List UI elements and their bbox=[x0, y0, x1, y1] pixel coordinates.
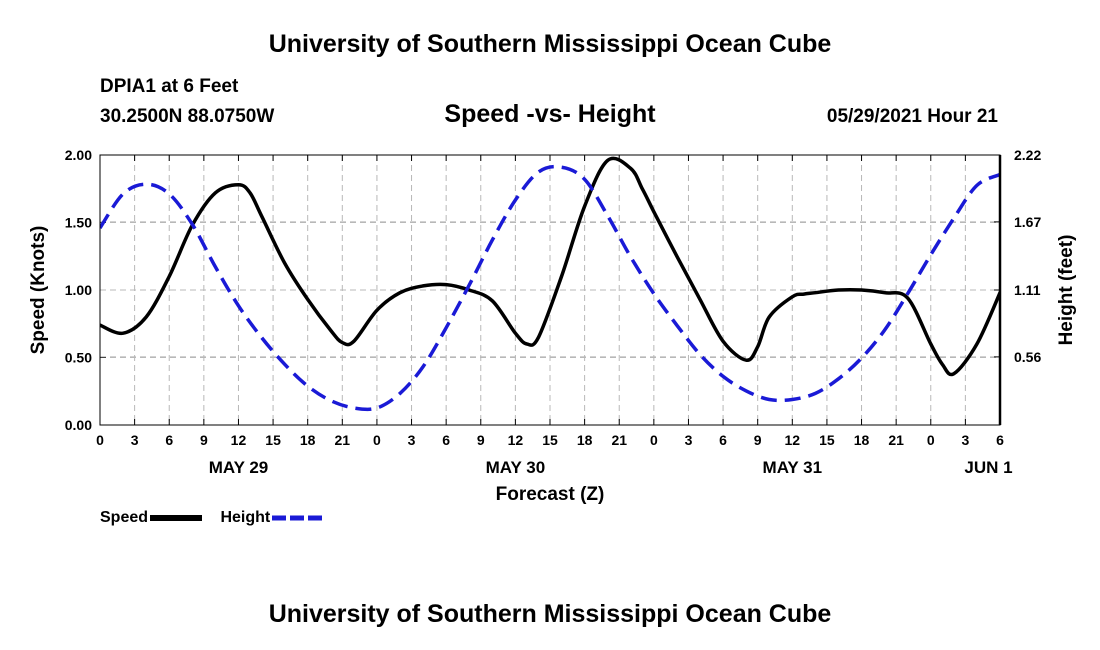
x-tick-label: 12 bbox=[785, 432, 801, 448]
y-axis-title: Speed (Knots) bbox=[28, 226, 49, 355]
x-tick-label: 0 bbox=[650, 432, 658, 448]
x-tick-label: 18 bbox=[300, 432, 316, 448]
date-label: MAY 30 bbox=[486, 458, 546, 477]
y2-tick-label: 2.22 bbox=[1014, 147, 1041, 163]
y-tick-label: 0.50 bbox=[65, 350, 92, 366]
x-tick-label: 9 bbox=[754, 432, 762, 448]
x-tick-label: 3 bbox=[131, 432, 139, 448]
x-tick-label: 0 bbox=[96, 432, 104, 448]
x-tick-label: 21 bbox=[611, 432, 627, 448]
y-tick-label: 1.50 bbox=[65, 215, 92, 231]
x-tick-label: 3 bbox=[685, 432, 693, 448]
x-tick-label: 21 bbox=[888, 432, 904, 448]
chart-title: Speed -vs- Height bbox=[444, 100, 656, 128]
x-tick-label: 12 bbox=[508, 432, 524, 448]
y2-tick-label: 1.67 bbox=[1014, 214, 1041, 230]
x-axis-title: Forecast (Z) bbox=[496, 484, 605, 505]
date-label: MAY 29 bbox=[209, 458, 269, 477]
x-tick-label: 3 bbox=[961, 432, 969, 448]
x-tick-label: 15 bbox=[265, 432, 281, 448]
footer-title: University of Southern Mississippi Ocean… bbox=[268, 600, 832, 628]
x-tick-label: 21 bbox=[335, 432, 351, 448]
x-tick-label: 15 bbox=[542, 432, 558, 448]
y2-axis-title: Height (feet) bbox=[1056, 235, 1077, 346]
y-tick-label: 2.00 bbox=[65, 147, 92, 163]
y2-tick-label: 1.11 bbox=[1014, 282, 1041, 298]
x-tick-label: 18 bbox=[577, 432, 593, 448]
legend-speed-label: Speed bbox=[100, 509, 149, 526]
station-name: DPIA1 at 6 Feet bbox=[100, 76, 239, 97]
x-tick-label: 18 bbox=[854, 432, 870, 448]
y2-tick-label: 0.56 bbox=[1014, 349, 1041, 365]
legend-height: Height bbox=[220, 509, 325, 527]
x-tick-label: 3 bbox=[408, 432, 416, 448]
date-label: JUN 1 bbox=[964, 458, 1012, 477]
y-tick-label: 0.00 bbox=[65, 417, 92, 433]
x-tick-label: 0 bbox=[927, 432, 935, 448]
legend-speed-swatch bbox=[150, 515, 203, 521]
date-label: MAY 31 bbox=[763, 458, 823, 477]
legend: Speed Height bbox=[100, 509, 338, 527]
legend-height-swatch bbox=[272, 515, 325, 521]
x-tick-label: 9 bbox=[200, 432, 208, 448]
x-tick-label: 6 bbox=[442, 432, 450, 448]
y-tick-label: 1.00 bbox=[65, 282, 92, 298]
legend-speed: Speed bbox=[100, 509, 203, 527]
height-series-line bbox=[100, 164, 1000, 412]
x-tick-label: 6 bbox=[719, 432, 727, 448]
speed-series-line bbox=[100, 156, 1000, 377]
x-tick-label: 6 bbox=[165, 432, 173, 448]
page-title: University of Southern Mississippi Ocean… bbox=[268, 30, 832, 58]
x-tick-label: 15 bbox=[819, 432, 835, 448]
station-coordinates: 30.2500N 88.0750W bbox=[100, 106, 275, 127]
x-tick-label: 12 bbox=[231, 432, 247, 448]
x-tick-label: 9 bbox=[477, 432, 485, 448]
x-tick-label: 0 bbox=[373, 432, 381, 448]
forecast-datetime: 05/29/2021 Hour 21 bbox=[826, 106, 998, 127]
x-tick-label: 6 bbox=[996, 432, 1004, 448]
legend-height-label: Height bbox=[220, 509, 271, 526]
